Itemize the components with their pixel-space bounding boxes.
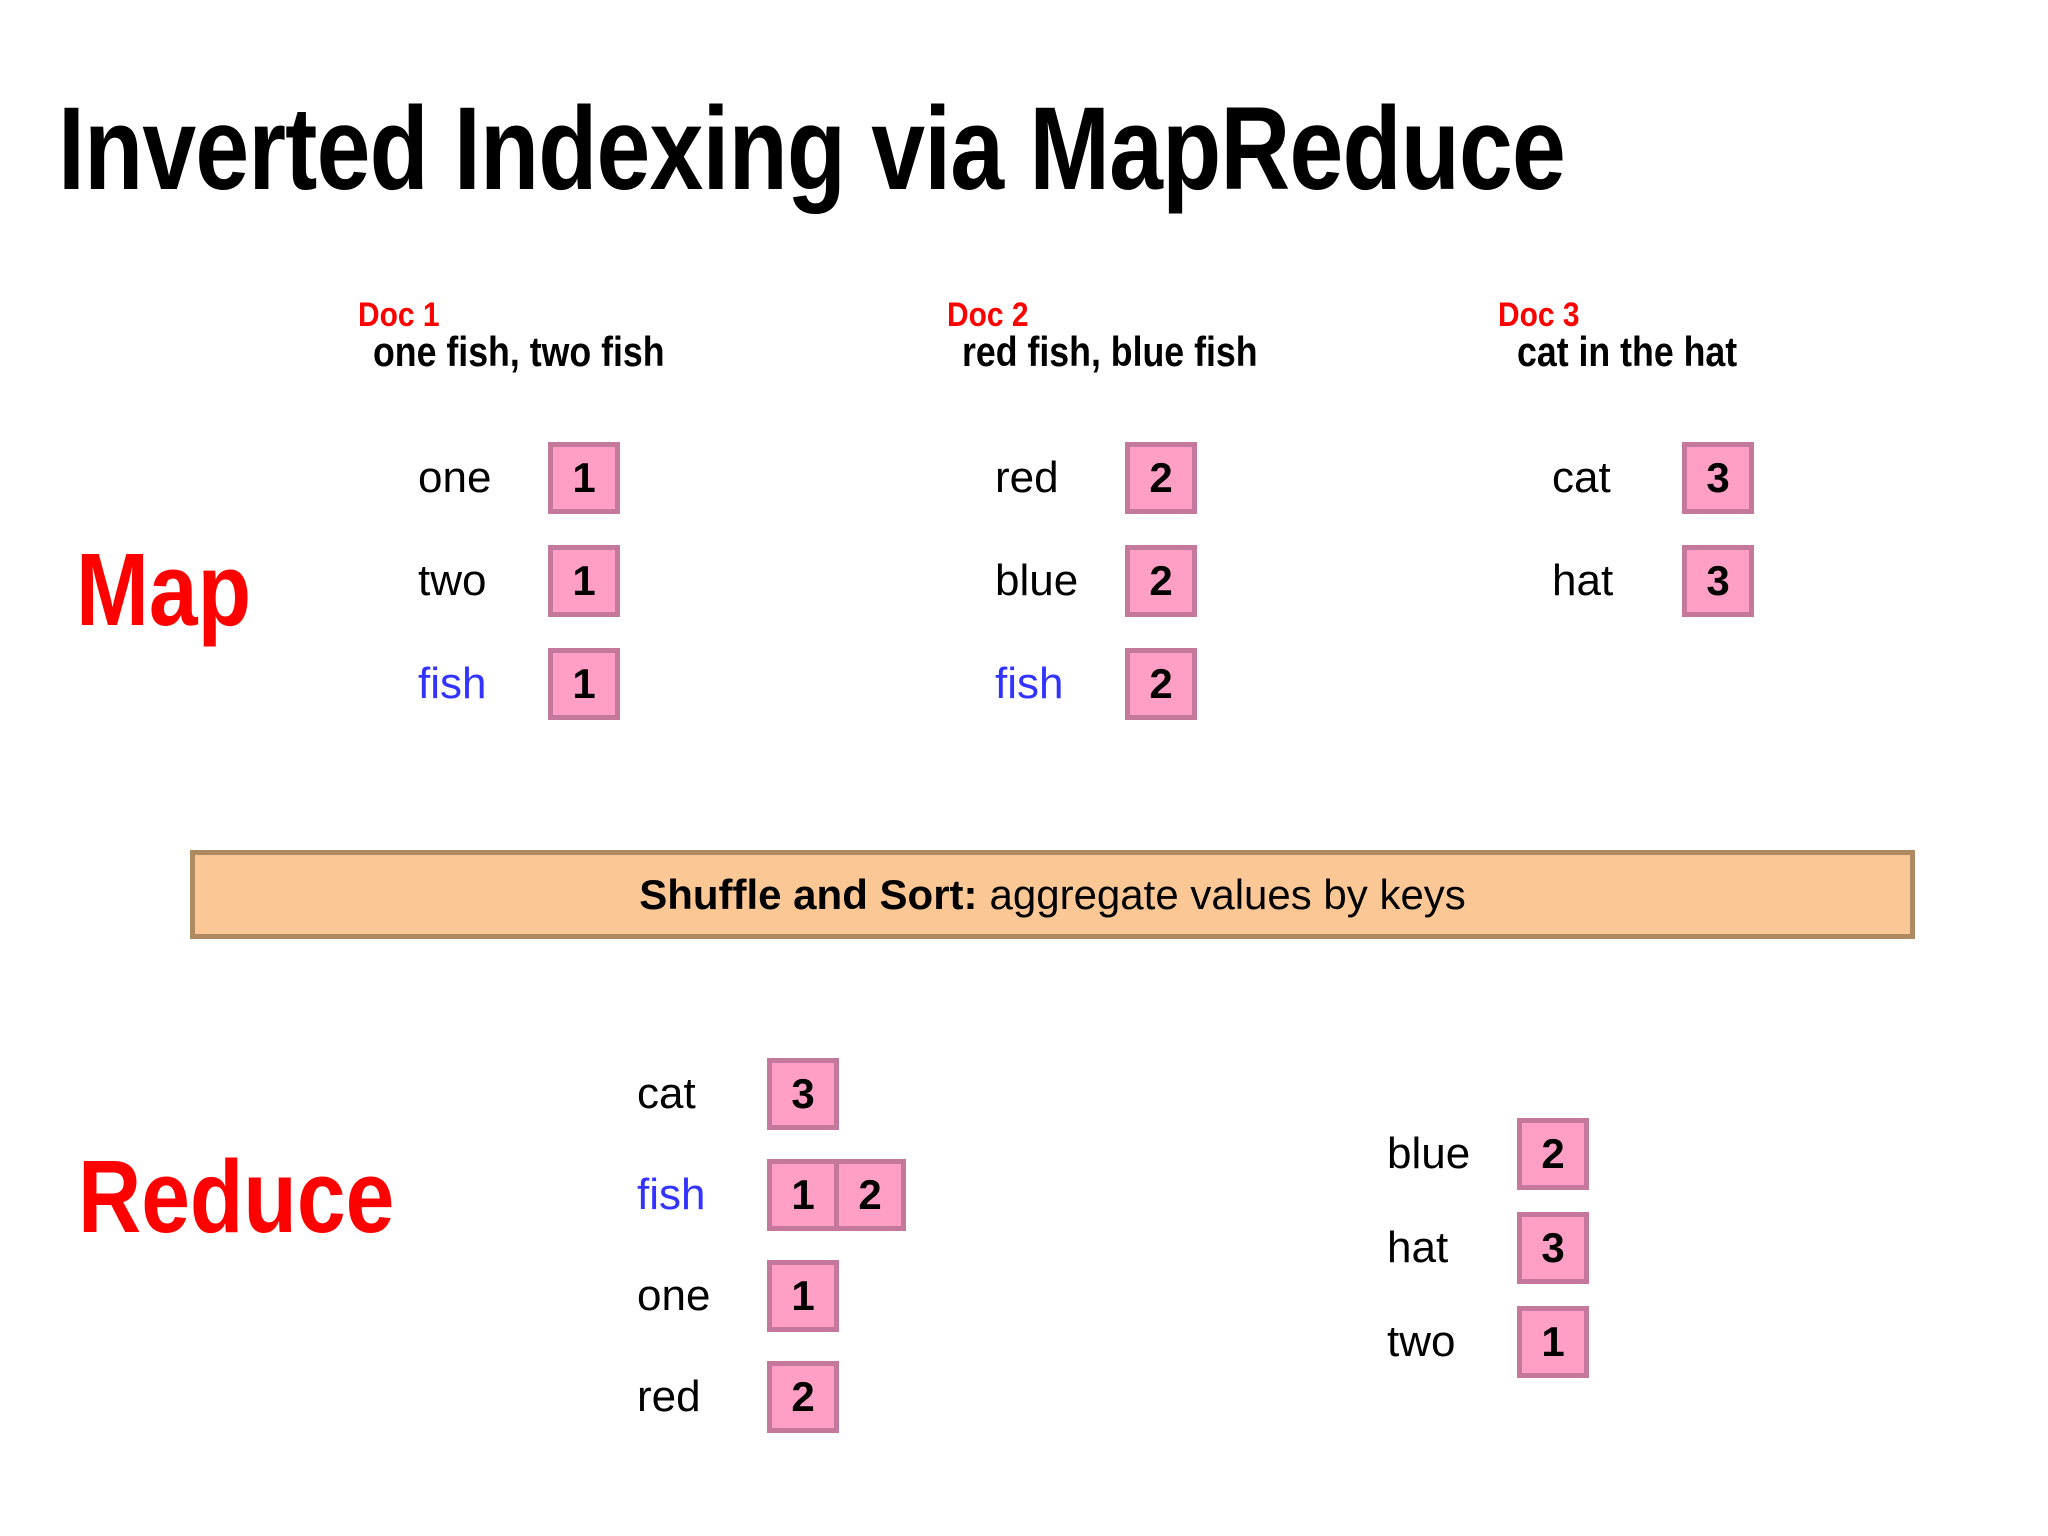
map-kv-row: two 1 bbox=[418, 545, 738, 617]
count-value: 2 bbox=[858, 1171, 882, 1218]
map-kv-row: fish 2 bbox=[995, 648, 1315, 720]
count-box: 2 bbox=[1125, 545, 1197, 617]
shuffle-sort-banner-bold-text: Shuffle and Sort: bbox=[639, 870, 978, 918]
reduce-group-2: blue 2 hat 3 two 1 bbox=[1387, 1118, 1707, 1400]
count-value: 3 bbox=[791, 1070, 815, 1117]
count-value: 3 bbox=[1706, 454, 1730, 501]
kv-key-label: fish bbox=[637, 1170, 706, 1219]
map-kv-row: cat 3 bbox=[1552, 442, 1872, 514]
map-kv-row: red 2 bbox=[995, 442, 1315, 514]
count-box: 2 bbox=[1125, 442, 1197, 514]
kv-key-label: fish bbox=[995, 659, 1064, 708]
count-value: 2 bbox=[1149, 557, 1173, 604]
count-box: 1 bbox=[767, 1159, 839, 1231]
reduce-kv-row: fish 1 2 bbox=[637, 1159, 957, 1231]
doc1-label: Doc 1 bbox=[358, 296, 440, 334]
count-value: 2 bbox=[1541, 1130, 1565, 1177]
count-value: 2 bbox=[791, 1373, 815, 1420]
map-kv-row: fish 1 bbox=[418, 648, 738, 720]
shuffle-sort-banner-text: aggregate values by keys bbox=[989, 870, 1466, 918]
kv-key-label: blue bbox=[1387, 1129, 1471, 1178]
count-box: 2 bbox=[767, 1361, 839, 1433]
kv-key-label: two bbox=[418, 556, 487, 605]
count-box: 1 bbox=[548, 545, 620, 617]
count-value: 1 bbox=[572, 557, 596, 604]
map-kv-row: hat 3 bbox=[1552, 545, 1872, 617]
doc2-sentence: red fish, blue fish bbox=[962, 328, 1258, 375]
count-box: 3 bbox=[1682, 545, 1754, 617]
count-box: 3 bbox=[1517, 1212, 1589, 1284]
reduce-section-label: Reduce bbox=[78, 1139, 395, 1254]
count-value: 1 bbox=[791, 1171, 815, 1218]
count-box: 1 bbox=[767, 1260, 839, 1332]
count-box: 3 bbox=[1682, 442, 1754, 514]
kv-key-label: red bbox=[995, 453, 1059, 502]
kv-key-label: hat bbox=[1552, 556, 1614, 605]
reduce-group-1: cat 3 fish 1 2 one 1 red 2 bbox=[637, 1058, 957, 1462]
kv-key-label: fish bbox=[418, 659, 487, 708]
doc2-map-output: red 2 blue 2 fish 2 bbox=[995, 442, 1315, 751]
kv-key-label: one bbox=[637, 1271, 711, 1320]
count-box: 2 bbox=[1517, 1118, 1589, 1190]
map-kv-row: one 1 bbox=[418, 442, 738, 514]
count-value: 1 bbox=[572, 660, 596, 707]
shuffle-sort-banner: Shuffle and Sort: aggregate values by ke… bbox=[190, 850, 1915, 939]
count-value: 3 bbox=[1706, 557, 1730, 604]
kv-key-label: cat bbox=[637, 1069, 696, 1118]
count-box: 1 bbox=[1517, 1306, 1589, 1378]
doc2-label: Doc 2 bbox=[947, 296, 1029, 334]
doc1-sentence: one fish, two fish bbox=[373, 328, 665, 375]
count-box: 2 bbox=[1125, 648, 1197, 720]
count-value: 1 bbox=[1541, 1318, 1565, 1365]
count-box: 2 bbox=[834, 1159, 906, 1231]
map-section-label: Map bbox=[76, 532, 252, 647]
count-box: 3 bbox=[767, 1058, 839, 1130]
count-value: 2 bbox=[1149, 454, 1173, 501]
doc3-label: Doc 3 bbox=[1498, 296, 1580, 334]
kv-key-label: red bbox=[637, 1372, 701, 1421]
kv-key-label: hat bbox=[1387, 1223, 1449, 1272]
count-value: 1 bbox=[572, 454, 596, 501]
kv-key-label: one bbox=[418, 453, 492, 502]
doc1-map-output: one 1 two 1 fish 1 bbox=[418, 442, 738, 751]
reduce-kv-row: hat 3 bbox=[1387, 1212, 1707, 1284]
page-title: Inverted Indexing via MapReduce bbox=[58, 83, 1566, 215]
reduce-kv-row: one 1 bbox=[637, 1260, 957, 1332]
map-kv-row: blue 2 bbox=[995, 545, 1315, 617]
doc3-map-output: cat 3 hat 3 bbox=[1552, 442, 1872, 648]
kv-key-label: blue bbox=[995, 556, 1079, 605]
reduce-kv-row: blue 2 bbox=[1387, 1118, 1707, 1190]
count-value: 2 bbox=[1149, 660, 1173, 707]
kv-key-label: two bbox=[1387, 1317, 1456, 1366]
reduce-kv-row: cat 3 bbox=[637, 1058, 957, 1130]
reduce-kv-row: red 2 bbox=[637, 1361, 957, 1433]
count-value: 1 bbox=[791, 1272, 815, 1319]
count-box: 1 bbox=[548, 442, 620, 514]
kv-key-label: cat bbox=[1552, 453, 1611, 502]
reduce-kv-row: two 1 bbox=[1387, 1306, 1707, 1378]
count-box: 1 bbox=[548, 648, 620, 720]
doc3-sentence: cat in the hat bbox=[1517, 328, 1738, 375]
count-value: 3 bbox=[1541, 1224, 1565, 1271]
